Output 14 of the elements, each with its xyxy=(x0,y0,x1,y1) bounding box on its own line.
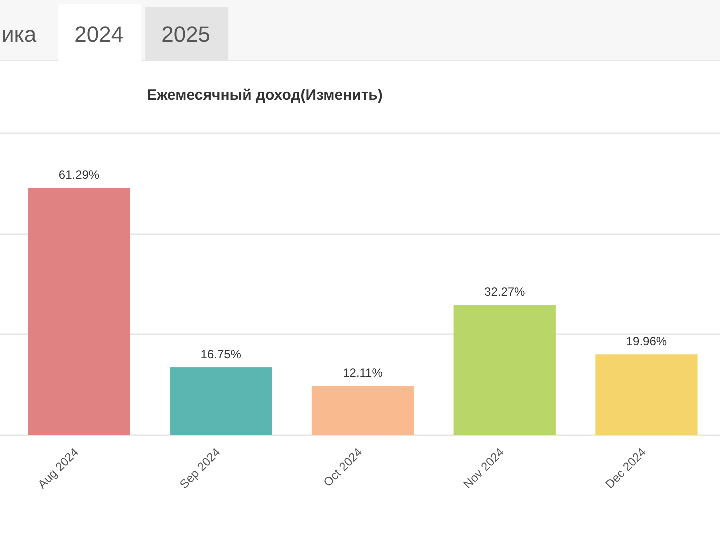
chart-title: Ежемесячный доход(Изменить) xyxy=(147,87,383,104)
bar xyxy=(596,354,698,435)
data-label: 12.11% xyxy=(343,366,384,380)
tab-label: ика xyxy=(2,22,37,47)
data-label: 32.27% xyxy=(484,285,526,300)
bar xyxy=(170,368,272,435)
bar xyxy=(454,305,556,435)
tab: 2024 xyxy=(58,4,142,61)
bar xyxy=(28,188,130,435)
bar xyxy=(312,386,414,435)
tab: 2025 xyxy=(146,7,229,60)
data-label: 16.75% xyxy=(200,348,242,362)
data-label: 19.96% xyxy=(626,334,668,349)
data-label: 61.29% xyxy=(58,168,100,182)
